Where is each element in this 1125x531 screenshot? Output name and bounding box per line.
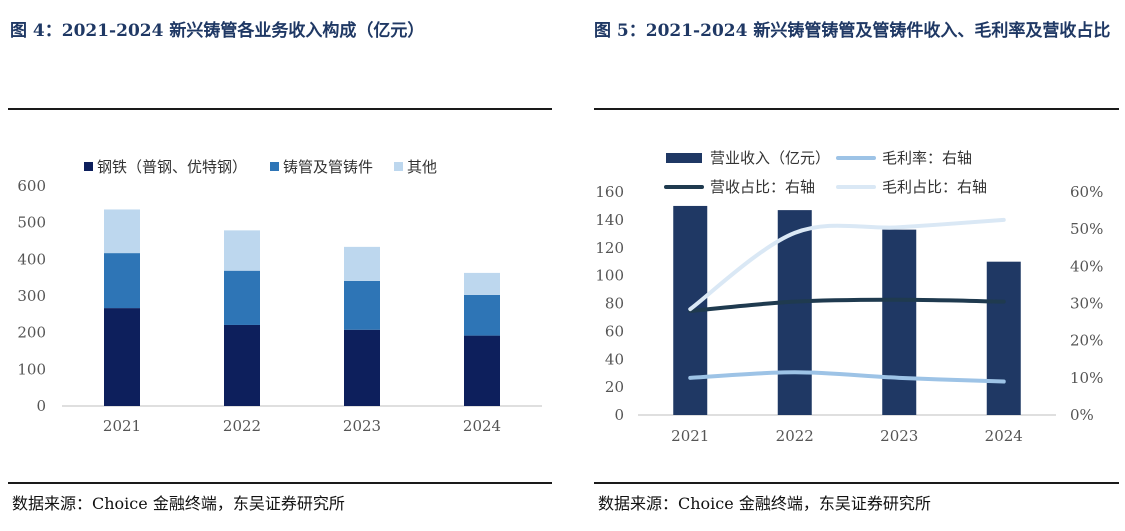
bar-2023 [882,229,917,415]
x-tick-label: 2023 [343,417,381,435]
bar-2023-series-0 [344,329,380,406]
line-series-2 [688,297,1006,313]
bar-2021-series-2 [104,209,140,254]
x-tick-label: 2022 [776,427,814,445]
y-right-tick-label: 40% [1070,257,1103,275]
x-tick-label: 2023 [880,427,918,445]
y-left-tick-label: 80 [605,295,624,313]
bar-2024-series-1 [464,294,500,336]
figure-5-source: 数据来源：Choice 金融终端，东吴证券研究所 [598,494,931,513]
y-left-tick-label: 140 [595,211,624,229]
figure-5-panel: 图 5：2021-2024 新兴铸管铸管及管铸件收入、毛利率及营收占比 营业收入… [586,0,1125,531]
y-tick-label: 200 [17,324,46,342]
y-left-tick-label: 100 [595,267,624,285]
x-tick-label: 2021 [103,417,141,435]
y-right-tick-label: 20% [1070,332,1103,350]
legend-label-2: 营收占比：右轴 [710,178,815,196]
y-right-tick-label: 50% [1070,220,1103,238]
y-left-tick-label: 60 [605,322,624,340]
legend-swatch-1 [270,162,279,171]
bar-2024-series-2 [464,272,500,295]
legend-swatch-2 [394,162,403,171]
legend-swatch-0 [84,162,93,171]
y-left-tick-label: 40 [605,350,624,368]
legend-label-1: 毛利率：右轴 [882,149,972,167]
figure-4-title: 图 4：2021-2024 新兴铸管各业务收入构成（亿元） [10,21,425,41]
y-tick-label: 100 [17,360,46,378]
figure-5-title: 图 5：2021-2024 新兴铸管铸管及管铸件收入、毛利率及营收占比 [594,21,1111,41]
y-tick-label: 400 [17,250,46,268]
y-right-tick-label: 30% [1070,295,1103,313]
bar-2022-series-1 [224,270,260,325]
legend-label-0: 钢铁（普钢、优特钢） [97,158,247,176]
bar-2023-series-1 [344,280,380,330]
y-left-tick-label: 160 [595,183,624,201]
bar-2022 [777,210,812,415]
x-tick-label: 2021 [671,427,709,445]
legend-label-0: 营业收入（亿元） [710,149,830,167]
figure-5-top-rule [594,108,1119,110]
figure-4-chart: 钢铁（普钢、优特钢） 铸管及管铸件 其他 0 100 200 300 400 500 600 202… [17,158,542,435]
figure-4-panel: 图 4：2021-2024 新兴铸管各业务收入构成（亿元） 钢铁（普钢、优特钢）… [0,0,558,531]
x-tick-label: 2022 [223,417,261,435]
bar-2022-series-0 [224,324,260,406]
y-right-tick-label: 0% [1070,406,1094,424]
bar-2023-series-2 [344,246,380,281]
legend-label-1: 铸管及管铸件 [283,158,373,176]
bar-2024 [986,261,1021,415]
bar-2021-series-0 [104,308,140,406]
bar-2021-series-1 [104,253,140,309]
figure-4-bottom-rule [8,482,552,484]
legend-label-3: 毛利占比：右轴 [882,178,987,196]
y-tick-label: 0 [36,397,46,415]
y-tick-label: 600 [17,177,46,195]
y-right-tick-label: 60% [1070,183,1103,201]
x-tick-label: 2024 [985,427,1023,445]
y-left-tick-label: 0 [614,406,624,424]
bar-2024-series-0 [464,335,500,406]
y-tick-label: 300 [17,287,46,305]
line-series-1 [688,370,1006,384]
legend-label-2: 其他 [407,158,437,176]
bar-2022-series-2 [224,230,260,271]
figure-4-top-rule [8,108,552,110]
y-left-tick-label: 20 [605,378,624,396]
y-left-tick-label: 120 [595,239,624,257]
x-tick-label: 2024 [463,417,501,435]
figure-4-source: 数据来源：Choice 金融终端，东吴证券研究所 [12,494,345,513]
legend-swatch-0 [666,153,702,163]
figure-5-bottom-rule [594,482,1119,484]
line-series-3 [688,217,1006,312]
y-tick-label: 500 [17,214,46,232]
y-right-tick-label: 10% [1070,369,1103,387]
